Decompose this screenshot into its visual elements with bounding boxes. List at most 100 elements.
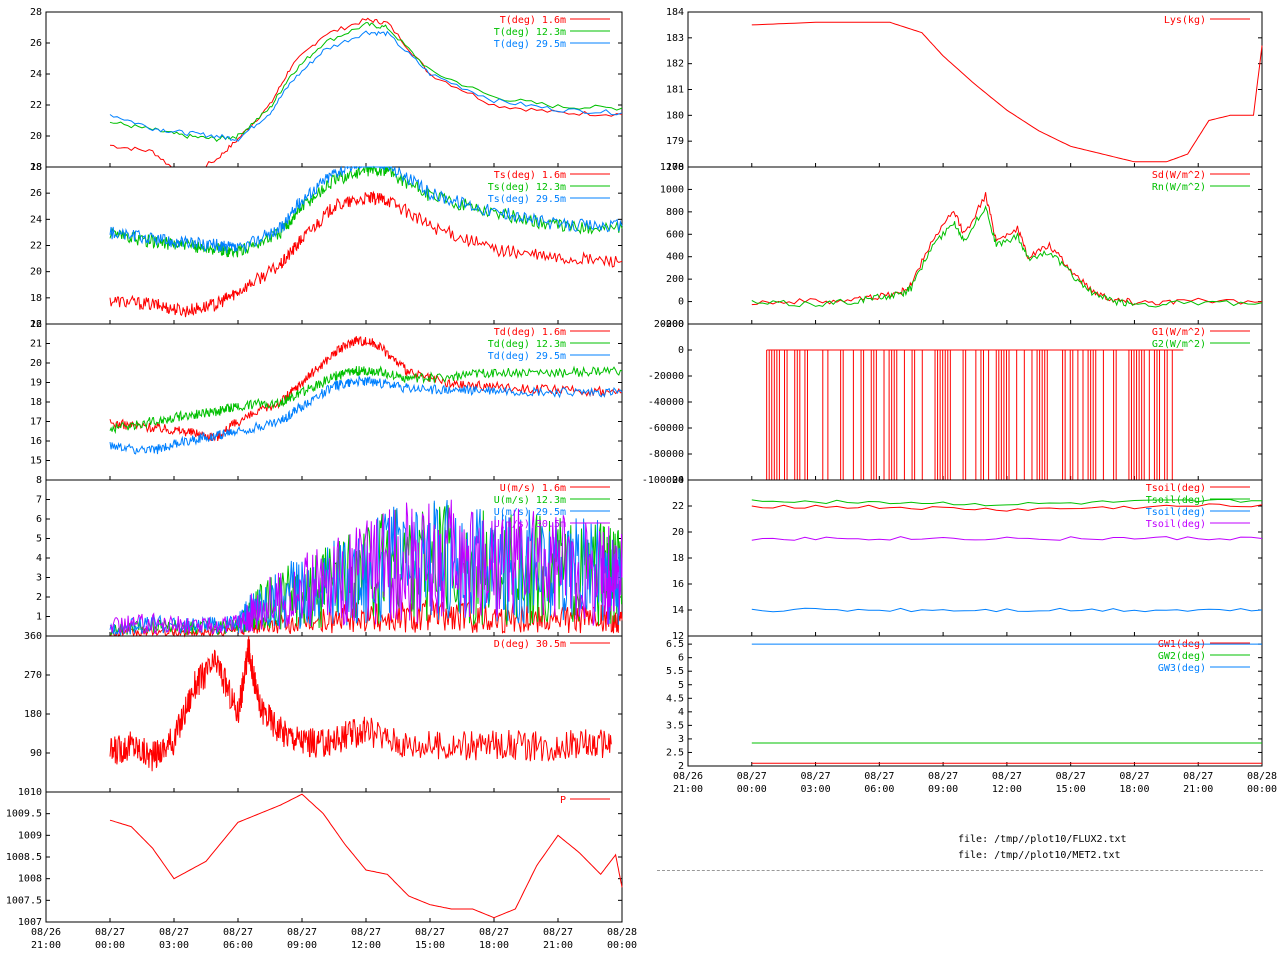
y-tick-label-T-1: 20 [30,131,42,142]
legend-label-Td-1: Td(deg) 12.3m [488,339,566,350]
y-tick-label-T-2: 22 [30,100,42,111]
x-time-label-1-9: 00:00 [1247,784,1277,795]
series-line-T-2 [109,30,623,142]
y-tick-label-U-3: 4 [36,553,42,564]
series-line-Td-0 [109,335,623,442]
series-line-Sd-1 [751,204,1263,308]
x-date-label-0-9: 08/28 [607,927,637,938]
x-date-label-0-5: 08/27 [351,927,381,938]
x-time-label-1-2: 03:00 [801,784,831,795]
y-tick-label-Lys-2: 180 [666,110,684,121]
y-tick-label-G-2: -60000 [648,423,684,434]
x-time-label-1-7: 18:00 [1119,784,1149,795]
x-time-label-0-4: 09:00 [287,940,317,951]
y-tick-label-U-2: 3 [36,573,42,584]
x-date-label-0-0: 08/26 [31,927,61,938]
y-tick-label-GW-0: 2 [678,761,684,772]
series-line-Sd-0 [751,192,1263,306]
y-tick-label-Tsoil-5: 22 [672,501,684,512]
x-time-label-1-8: 21:00 [1183,784,1213,795]
x-time-label-0-2: 03:00 [159,940,189,951]
y-tick-label-Sd-4: 600 [666,229,684,240]
series-line-Ts-1 [109,165,623,259]
legend-label-G-0: G1(W/m^2) [1152,327,1206,338]
x-date-label-0-7: 08/27 [479,927,509,938]
y-tick-label-Sd-0: -200 [660,319,684,330]
legend-label-Td-0: Td(deg) 1.6m [494,327,566,338]
y-tick-label-G-3: -40000 [648,397,684,408]
series-line-U-3 [109,499,623,635]
legend-label-GW-1: GW2(deg) [1158,651,1206,662]
y-tick-label-Td-1: 16 [30,436,42,447]
series-line-Ts-2 [109,165,623,254]
x-date-label-1-8: 08/27 [1183,771,1213,782]
y-tick-label-Lys-5: 183 [666,33,684,44]
y-tick-label-Ts-1: 18 [30,293,42,304]
series-line-Td-2 [109,374,623,455]
x-date-label-1-7: 08/27 [1119,771,1149,782]
legend-label-G-1: G2(W/m^2) [1152,339,1206,350]
legend-label-Ts-0: Ts(deg) 1.6m [494,170,566,181]
y-tick-label-Sd-7: 1200 [660,162,684,173]
legend-label-Lys-0: Lys(kg) [1164,15,1206,26]
legend-label-Tsoil-1: Tsoil(deg) [1146,495,1206,506]
y-tick-label-D-0: 90 [30,748,42,759]
y-tick-label-Td-2: 17 [30,417,42,428]
x-date-label-1-5: 08/27 [992,771,1022,782]
y-tick-label-P-3: 1008.5 [6,852,42,863]
x-date-label-0-6: 08/27 [415,927,445,938]
legend-label-U-2: U(m/s) 29.5m [494,507,566,518]
y-tick-label-Sd-1: 0 [678,297,684,308]
x-time-label-1-3: 06:00 [864,784,894,795]
y-tick-label-G-0: -100000 [642,475,684,486]
y-tick-label-Lys-6: 184 [666,7,684,18]
y-tick-label-Sd-3: 400 [666,252,684,263]
series-line-D-0 [109,635,612,772]
y-tick-label-Td-4: 19 [30,378,42,389]
y-tick-label-GW-8: 6 [678,653,684,664]
y-tick-label-U-5: 6 [36,514,42,525]
series-line-P-0 [109,793,623,919]
y-tick-label-Sd-6: 1000 [660,184,684,195]
x-date-label-0-2: 08/27 [159,927,189,938]
x-time-label-1-0: 21:00 [673,784,703,795]
legend-label-GW-2: GW3(deg) [1158,663,1206,674]
panel-frame-Lys [687,11,1263,168]
panel-frame-GW [687,635,1263,767]
y-tick-label-Lys-4: 182 [666,59,684,70]
legend-label-U-3: U(m/s) 30.5m [494,519,566,530]
y-tick-label-Lys-3: 181 [666,85,684,96]
y-tick-label-Td-7: 22 [30,319,42,330]
y-tick-label-GW-4: 4 [678,707,684,718]
x-date-label-1-4: 08/27 [928,771,958,782]
legend-label-Sd-1: Rn(W/m^2) [1152,182,1206,193]
x-time-label-0-3: 06:00 [223,940,253,951]
y-tick-label-T-5: 28 [30,7,42,18]
x-date-label-0-8: 08/27 [543,927,573,938]
x-date-label-1-3: 08/27 [864,771,894,782]
y-tick-label-GW-2: 3 [678,734,684,745]
x-date-label-1-2: 08/27 [801,771,831,782]
legend-label-P-0: P [560,795,566,806]
y-tick-label-P-1: 1007.5 [6,895,42,906]
x-time-label-1-4: 09:00 [928,784,958,795]
y-tick-label-Tsoil-6: 24 [672,475,684,486]
y-tick-label-U-1: 2 [36,592,42,603]
y-tick-label-P-5: 1009.5 [6,809,42,820]
x-date-label-0-4: 08/27 [287,927,317,938]
x-time-label-0-6: 15:00 [415,940,445,951]
y-tick-label-Td-0: 15 [30,456,42,467]
series-line-Tsoil-0 [751,503,1263,512]
x-time-label-1-6: 15:00 [1056,784,1086,795]
y-tick-label-Ts-0: 16 [30,319,42,330]
x-date-label-0-1: 08/27 [95,927,125,938]
y-tick-label-Tsoil-2: 16 [672,579,684,590]
legend-label-Tsoil-3: Tsoil(deg) [1146,519,1206,530]
x-time-label-0-9: 00:00 [607,940,637,951]
y-tick-label-P-0: 1007 [18,917,42,928]
x-time-label-1-1: 00:00 [737,784,767,795]
series-line-Td-1 [109,365,623,435]
y-tick-label-P-6: 1010 [18,787,42,798]
series-line-T-1 [109,22,623,142]
